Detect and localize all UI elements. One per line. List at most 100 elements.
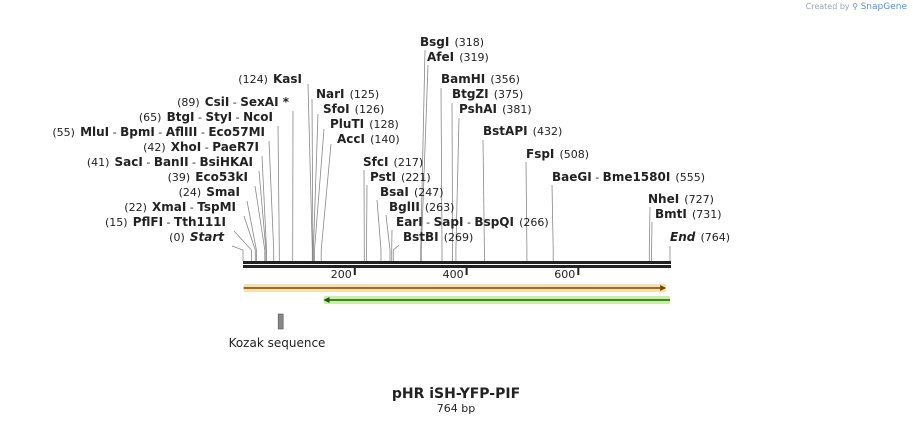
site-position: (24): [179, 186, 202, 199]
site-label[interactable]: EarI - SapI - BspQI (266): [396, 211, 549, 230]
enzyme-name: AflIII: [166, 125, 198, 139]
enzyme-name: NcoI: [243, 110, 273, 124]
site-label[interactable]: PluTI (128): [330, 113, 399, 132]
site-line: [451, 102, 453, 261]
site-label[interactable]: BsgI (318): [420, 31, 484, 50]
enzyme-name: Eco53kI: [195, 170, 248, 184]
site-label[interactable]: (41) SacI - BanII - BsiHKAI: [87, 151, 253, 170]
site-label[interactable]: BstBI (269): [403, 226, 473, 245]
site-label[interactable]: BtgZI (375): [452, 83, 523, 102]
kozak-label[interactable]: Kozak sequence: [229, 336, 326, 350]
site-position: (318): [454, 36, 484, 49]
site-position: (221): [401, 171, 431, 184]
site-label[interactable]: PshAI (381): [459, 98, 532, 117]
site-label[interactable]: AfeI (319): [427, 46, 489, 65]
forward-arrow-icon: [660, 285, 667, 291]
site-label[interactable]: (15) PflFI - Tth111I: [105, 211, 226, 230]
enzyme-name: FspI: [526, 147, 554, 161]
site-label[interactable]: NarI (125): [316, 83, 379, 102]
site-label[interactable]: (0) Start: [169, 226, 225, 245]
site-label[interactable]: (65) BtgI - StyI - NcoI: [139, 106, 273, 125]
site-position: (375): [494, 88, 524, 101]
site-position: (381): [502, 103, 532, 116]
enzyme-name: PshAI: [459, 102, 497, 116]
site-position: (128): [369, 118, 399, 131]
enzyme-name: BtgZI: [452, 87, 489, 101]
backbone-top-strand: [243, 261, 671, 264]
enzyme-name: EarI: [396, 215, 423, 229]
site-position: (263): [425, 201, 455, 214]
site-label[interactable]: (89) CsiI - SexAI *: [177, 91, 290, 110]
site-position: (22): [124, 201, 147, 214]
enzyme-name: PaeR7I: [212, 140, 259, 154]
site-label[interactable]: NheI (727): [648, 188, 714, 207]
site-label[interactable]: SfcI (217): [363, 151, 423, 170]
snapgene-logo-icon: ⚲: [852, 2, 859, 11]
enzyme-name: SacI: [115, 155, 143, 169]
site-label[interactable]: (42) XhoI - PaeR7I: [143, 136, 259, 155]
site-line: [314, 128, 325, 261]
credit-text: Created by: [805, 2, 850, 11]
site-line: [455, 117, 460, 261]
site-label[interactable]: PstI (221): [370, 166, 431, 185]
enzyme-name: BglII: [389, 200, 420, 214]
site-line: [311, 98, 314, 261]
site-label[interactable]: BaeGI - Bme1580I (555): [552, 166, 705, 185]
site-line: [313, 113, 319, 261]
backbone: [243, 261, 671, 268]
enzyme-name: BmtI: [655, 207, 687, 221]
enzyme-name: BspQI: [474, 215, 514, 229]
ruler-tick-label: 400: [443, 268, 464, 281]
enzyme-name: SapI: [434, 215, 464, 229]
site-line: [307, 83, 313, 261]
enzyme-name: StyI: [205, 110, 232, 124]
enzyme-name: BanII: [154, 155, 189, 169]
ruler-ticks: 200 400 600: [331, 268, 580, 281]
site-label[interactable]: BamHI (356): [441, 68, 520, 87]
enzyme-name: CsiI: [205, 95, 230, 109]
site-label[interactable]: (39) Eco53kI: [168, 166, 248, 185]
enzyme-name: MluI: [80, 125, 109, 139]
site-position: (217): [394, 156, 424, 169]
enzyme-name: BsgI: [420, 35, 449, 49]
site-line: [320, 143, 332, 261]
site-position: (247): [414, 186, 444, 199]
reverse-arrow-icon: [323, 297, 330, 303]
enzyme-name: BpmI: [120, 125, 155, 139]
site-lines: [231, 49, 671, 261]
site-line: [258, 170, 267, 261]
enzyme-name: PflFI: [133, 215, 163, 229]
site-line: [233, 230, 252, 261]
site-label[interactable]: BsaI (247): [380, 181, 444, 200]
site-labels: (0) Start(15) PflFI - Tth111I(22) XmaI -…: [52, 31, 730, 245]
ruler-tick: [465, 268, 468, 275]
site-label[interactable]: (124) KasI: [238, 68, 302, 87]
site-position: (356): [490, 73, 520, 86]
kozak-feature[interactable]: [277, 313, 284, 330]
enzyme-name: NarI: [316, 87, 345, 101]
ruler-tick: [353, 268, 356, 275]
site-position: (555): [675, 171, 705, 184]
site-label[interactable]: SfoI (126): [323, 98, 384, 117]
site-position: (42): [143, 141, 166, 154]
site-position: (764): [700, 231, 730, 244]
enzyme-name: TspMI: [197, 200, 236, 214]
site-label[interactable]: BstAPI (432): [483, 120, 562, 139]
site-label[interactable]: (24) SmaI: [179, 181, 240, 200]
site-label[interactable]: BmtI (731): [655, 203, 722, 222]
site-position: (89): [177, 96, 200, 109]
enzyme-name: PstI: [370, 170, 396, 184]
enzyme-name: Tth111I: [174, 215, 226, 229]
site-line: [392, 244, 400, 261]
site-label[interactable]: AccI (140): [337, 128, 400, 147]
site-label[interactable]: BglII (263): [389, 196, 454, 215]
site-label[interactable]: (55) MluI - BpmI - AflIII - Eco57MI: [52, 121, 265, 140]
site-line: [246, 200, 257, 261]
site-line: [385, 214, 391, 261]
site-line: [231, 245, 244, 261]
site-label[interactable]: End (764): [670, 226, 730, 245]
site-label[interactable]: (22) XmaI - TspMI: [124, 196, 236, 215]
site-label[interactable]: FspI (508): [526, 143, 589, 162]
enzyme-name: KasI: [273, 72, 302, 86]
site-line: [243, 215, 256, 261]
